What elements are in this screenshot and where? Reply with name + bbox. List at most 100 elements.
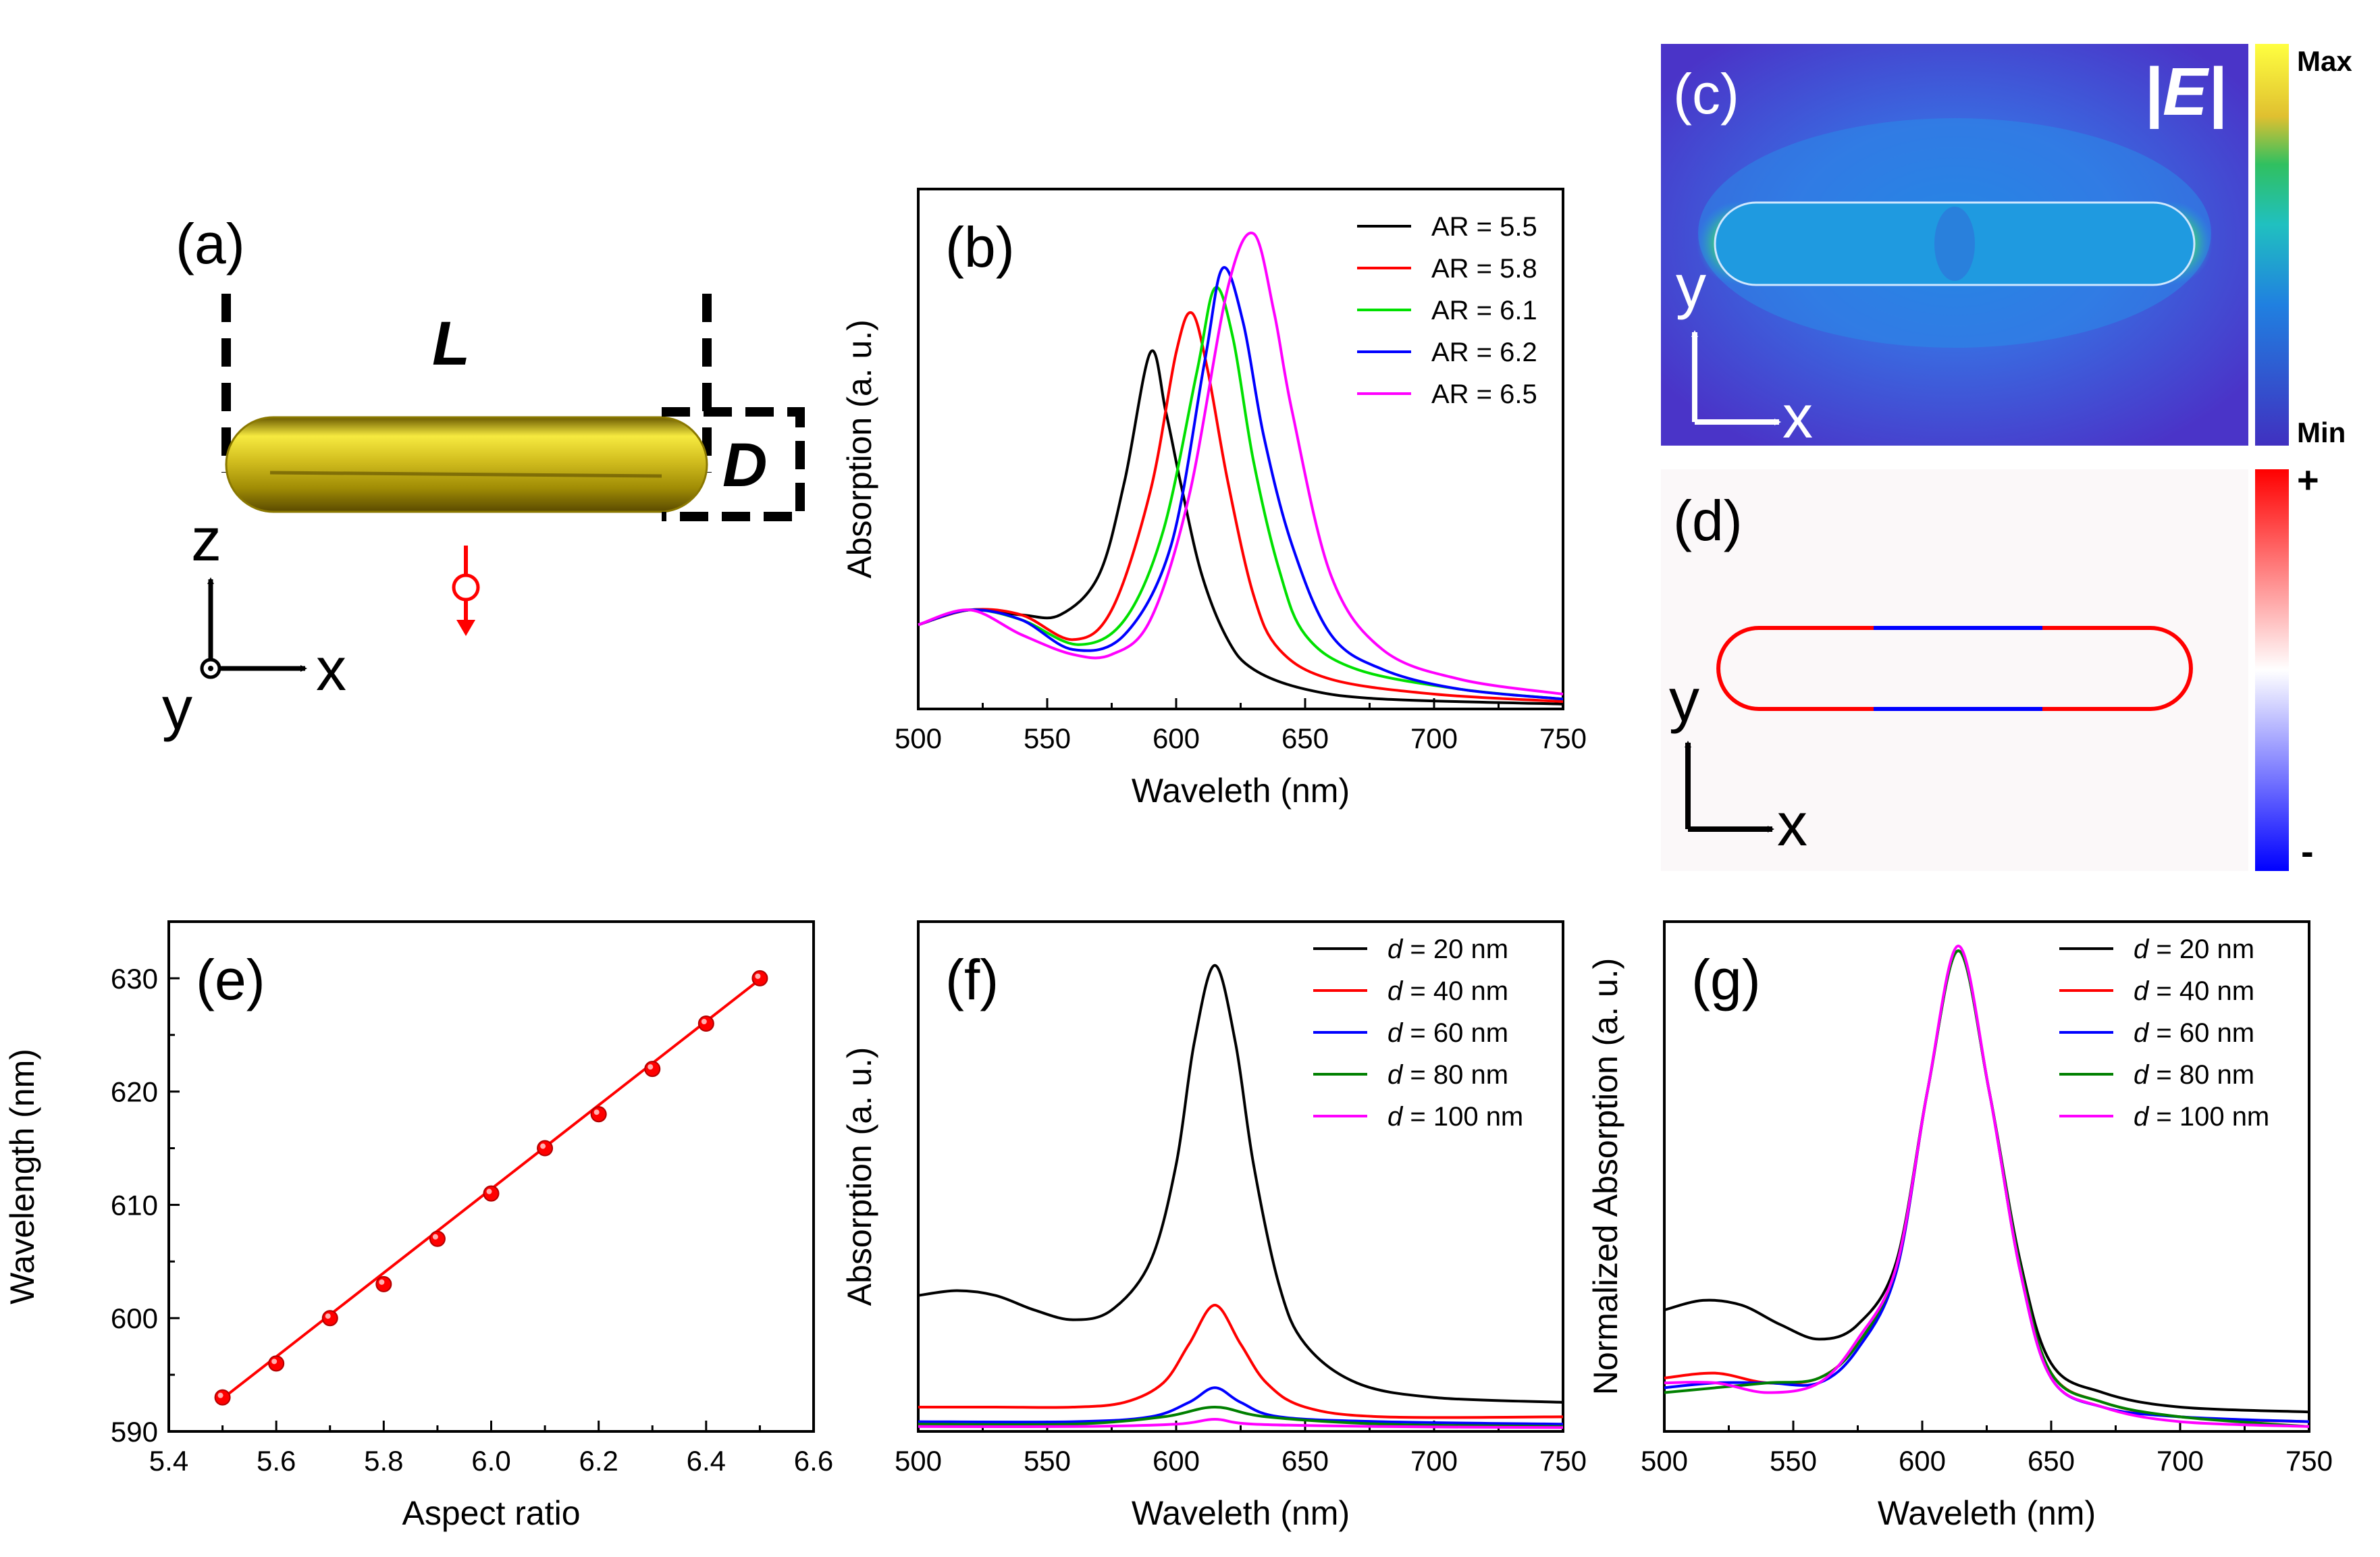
legend-label: d = 80 nm bbox=[2134, 1060, 2254, 1090]
panel-b-chart: (b) Waveleth (nm) Absorption (a. u.) 500 550… bbox=[841, 188, 1587, 810]
data-point bbox=[375, 1275, 392, 1292]
legend-label: AR = 6.1 bbox=[1431, 296, 1537, 325]
x-tick-label: 750 bbox=[1539, 1445, 1587, 1477]
x-tick-label: 5.4 bbox=[149, 1445, 188, 1477]
gold-nanorod bbox=[225, 416, 708, 513]
y-axis-title-g: Normalized Absorption (a. u.) bbox=[1587, 958, 1624, 1396]
x-tick-label: 6.6 bbox=[794, 1445, 833, 1477]
y-tick-label: 610 bbox=[111, 1189, 158, 1221]
d-y-axis-label: y bbox=[1669, 667, 1699, 735]
series-line-b-2 bbox=[918, 311, 1564, 703]
legend-label: d = 60 nm bbox=[2134, 1018, 2254, 1048]
data-point-highlight bbox=[755, 973, 761, 979]
legend-label: d = 40 nm bbox=[2134, 976, 2254, 1006]
x-axis-title-f: Waveleth (nm) bbox=[1132, 1494, 1350, 1532]
series-line-f-4 bbox=[918, 1405, 1564, 1428]
e-colorbar bbox=[2255, 44, 2289, 446]
x-tick-label: 550 bbox=[1770, 1445, 1817, 1477]
legend-label: d = 20 nm bbox=[1387, 934, 1508, 964]
x-axis-title-b: Waveleth (nm) bbox=[1132, 772, 1350, 810]
charge-right-cap bbox=[2150, 626, 2193, 711]
panel-a-label: (a) bbox=[176, 212, 245, 275]
series-line-f-5 bbox=[918, 1417, 1564, 1429]
y-tick-label: 600 bbox=[111, 1302, 158, 1334]
x-tick-label: 650 bbox=[2028, 1445, 2075, 1477]
x-tick-label: 750 bbox=[1539, 722, 1587, 754]
charge-colorbar-minus: - bbox=[2301, 830, 2314, 872]
data-point-highlight bbox=[647, 1064, 654, 1070]
data-point-highlight bbox=[379, 1279, 385, 1285]
x-axis-title-g: Waveleth (nm) bbox=[1878, 1494, 2096, 1532]
legend-label: d = 100 nm bbox=[1387, 1102, 1523, 1132]
x-tick-label: 5.6 bbox=[257, 1445, 296, 1477]
e-colorbar-max: Max bbox=[2297, 45, 2352, 77]
x-axis-label: x bbox=[316, 636, 346, 704]
c-y-axis-label: y bbox=[1676, 253, 1706, 321]
series-line-b-5 bbox=[918, 232, 1564, 695]
data-point-highlight bbox=[217, 1392, 223, 1398]
x-tick-label: 6.2 bbox=[579, 1445, 618, 1477]
data-point-highlight bbox=[540, 1143, 546, 1149]
axes-frame-e bbox=[167, 920, 815, 1433]
legend-label: d = 80 nm bbox=[1387, 1060, 1508, 1090]
data-point bbox=[483, 1185, 500, 1202]
series-line-g-5 bbox=[1664, 944, 2310, 1428]
panel-label-g: (g) bbox=[1691, 948, 1761, 1011]
x-tick-label: 500 bbox=[895, 722, 942, 754]
panel-d: (d) y x + - bbox=[1661, 458, 2319, 872]
polarization-arrow-icon bbox=[456, 620, 475, 636]
field-symbol: |E| bbox=[2144, 54, 2227, 130]
y-axis-title-b: Absorption (a. u.) bbox=[841, 319, 878, 579]
d-x-axis-label: x bbox=[1777, 791, 1807, 859]
x-tick-label: 500 bbox=[895, 1445, 942, 1477]
data-point-highlight bbox=[486, 1188, 492, 1194]
x-tick-label: 500 bbox=[1641, 1445, 1688, 1477]
panel-f-chart: (f) Waveleth (nm) Absorption (a. u.) 500 550… bbox=[841, 920, 1587, 1532]
legend-label: AR = 6.2 bbox=[1431, 338, 1537, 367]
data-point bbox=[697, 1015, 714, 1032]
data-point-highlight bbox=[271, 1358, 277, 1365]
panel-label-b: (b) bbox=[945, 215, 1015, 279]
data-point-highlight bbox=[432, 1234, 438, 1240]
legend-label: AR = 5.8 bbox=[1431, 254, 1537, 284]
x-tick-label: 6.0 bbox=[471, 1445, 510, 1477]
x-tick-label: 600 bbox=[1153, 722, 1200, 754]
charge-colorbar-plus: + bbox=[2297, 458, 2319, 501]
data-point bbox=[214, 1389, 231, 1406]
panel-a: (a) L D z x y bbox=[162, 212, 805, 743]
panel-c: (c) |E| y x Max Min bbox=[1661, 44, 2352, 451]
field-node bbox=[1934, 207, 1975, 281]
y-tick-label: 620 bbox=[111, 1076, 158, 1108]
data-point bbox=[268, 1355, 285, 1372]
charge-left-cap bbox=[1716, 626, 1760, 711]
charge-colorbar bbox=[2255, 469, 2289, 871]
y-axis-label: y bbox=[162, 675, 192, 743]
x-tick-label: 550 bbox=[1024, 722, 1071, 754]
series-line-b-1 bbox=[918, 349, 1564, 706]
series-line-f-2 bbox=[918, 1303, 1564, 1419]
x-tick-label: 700 bbox=[1410, 1445, 1458, 1477]
y-tick-label: 630 bbox=[111, 963, 158, 995]
data-point bbox=[590, 1106, 607, 1123]
propagation-circle-icon bbox=[452, 573, 480, 602]
x-tick-label: 750 bbox=[2285, 1445, 2333, 1477]
rod-shadow-line bbox=[269, 471, 662, 478]
legend-label: d = 20 nm bbox=[2134, 934, 2254, 964]
length-symbol: L bbox=[432, 309, 470, 378]
legend-label: d = 60 nm bbox=[1387, 1018, 1508, 1048]
c-x-axis-label: x bbox=[1782, 384, 1813, 451]
series-line-g-4 bbox=[1664, 949, 2310, 1428]
legend-label: AR = 5.5 bbox=[1431, 212, 1537, 242]
panel-e-chart: (e) Aspect ratio Wavelength (nm) 5.4 5.6 5.8 6… bbox=[3, 920, 833, 1532]
panel-c-label: (c) bbox=[1673, 62, 1739, 126]
x-tick-label: 600 bbox=[1153, 1445, 1200, 1477]
legend-label: AR = 6.5 bbox=[1431, 379, 1537, 409]
panel-label-e: (e) bbox=[196, 948, 265, 1011]
data-point bbox=[537, 1140, 554, 1157]
series-line-f-3 bbox=[918, 1386, 1564, 1426]
legend-label: d = 100 nm bbox=[2134, 1102, 2269, 1132]
x-tick-label: 600 bbox=[1899, 1445, 1946, 1477]
z-axis-label: z bbox=[191, 506, 221, 574]
legend-label: d = 40 nm bbox=[1387, 976, 1508, 1006]
